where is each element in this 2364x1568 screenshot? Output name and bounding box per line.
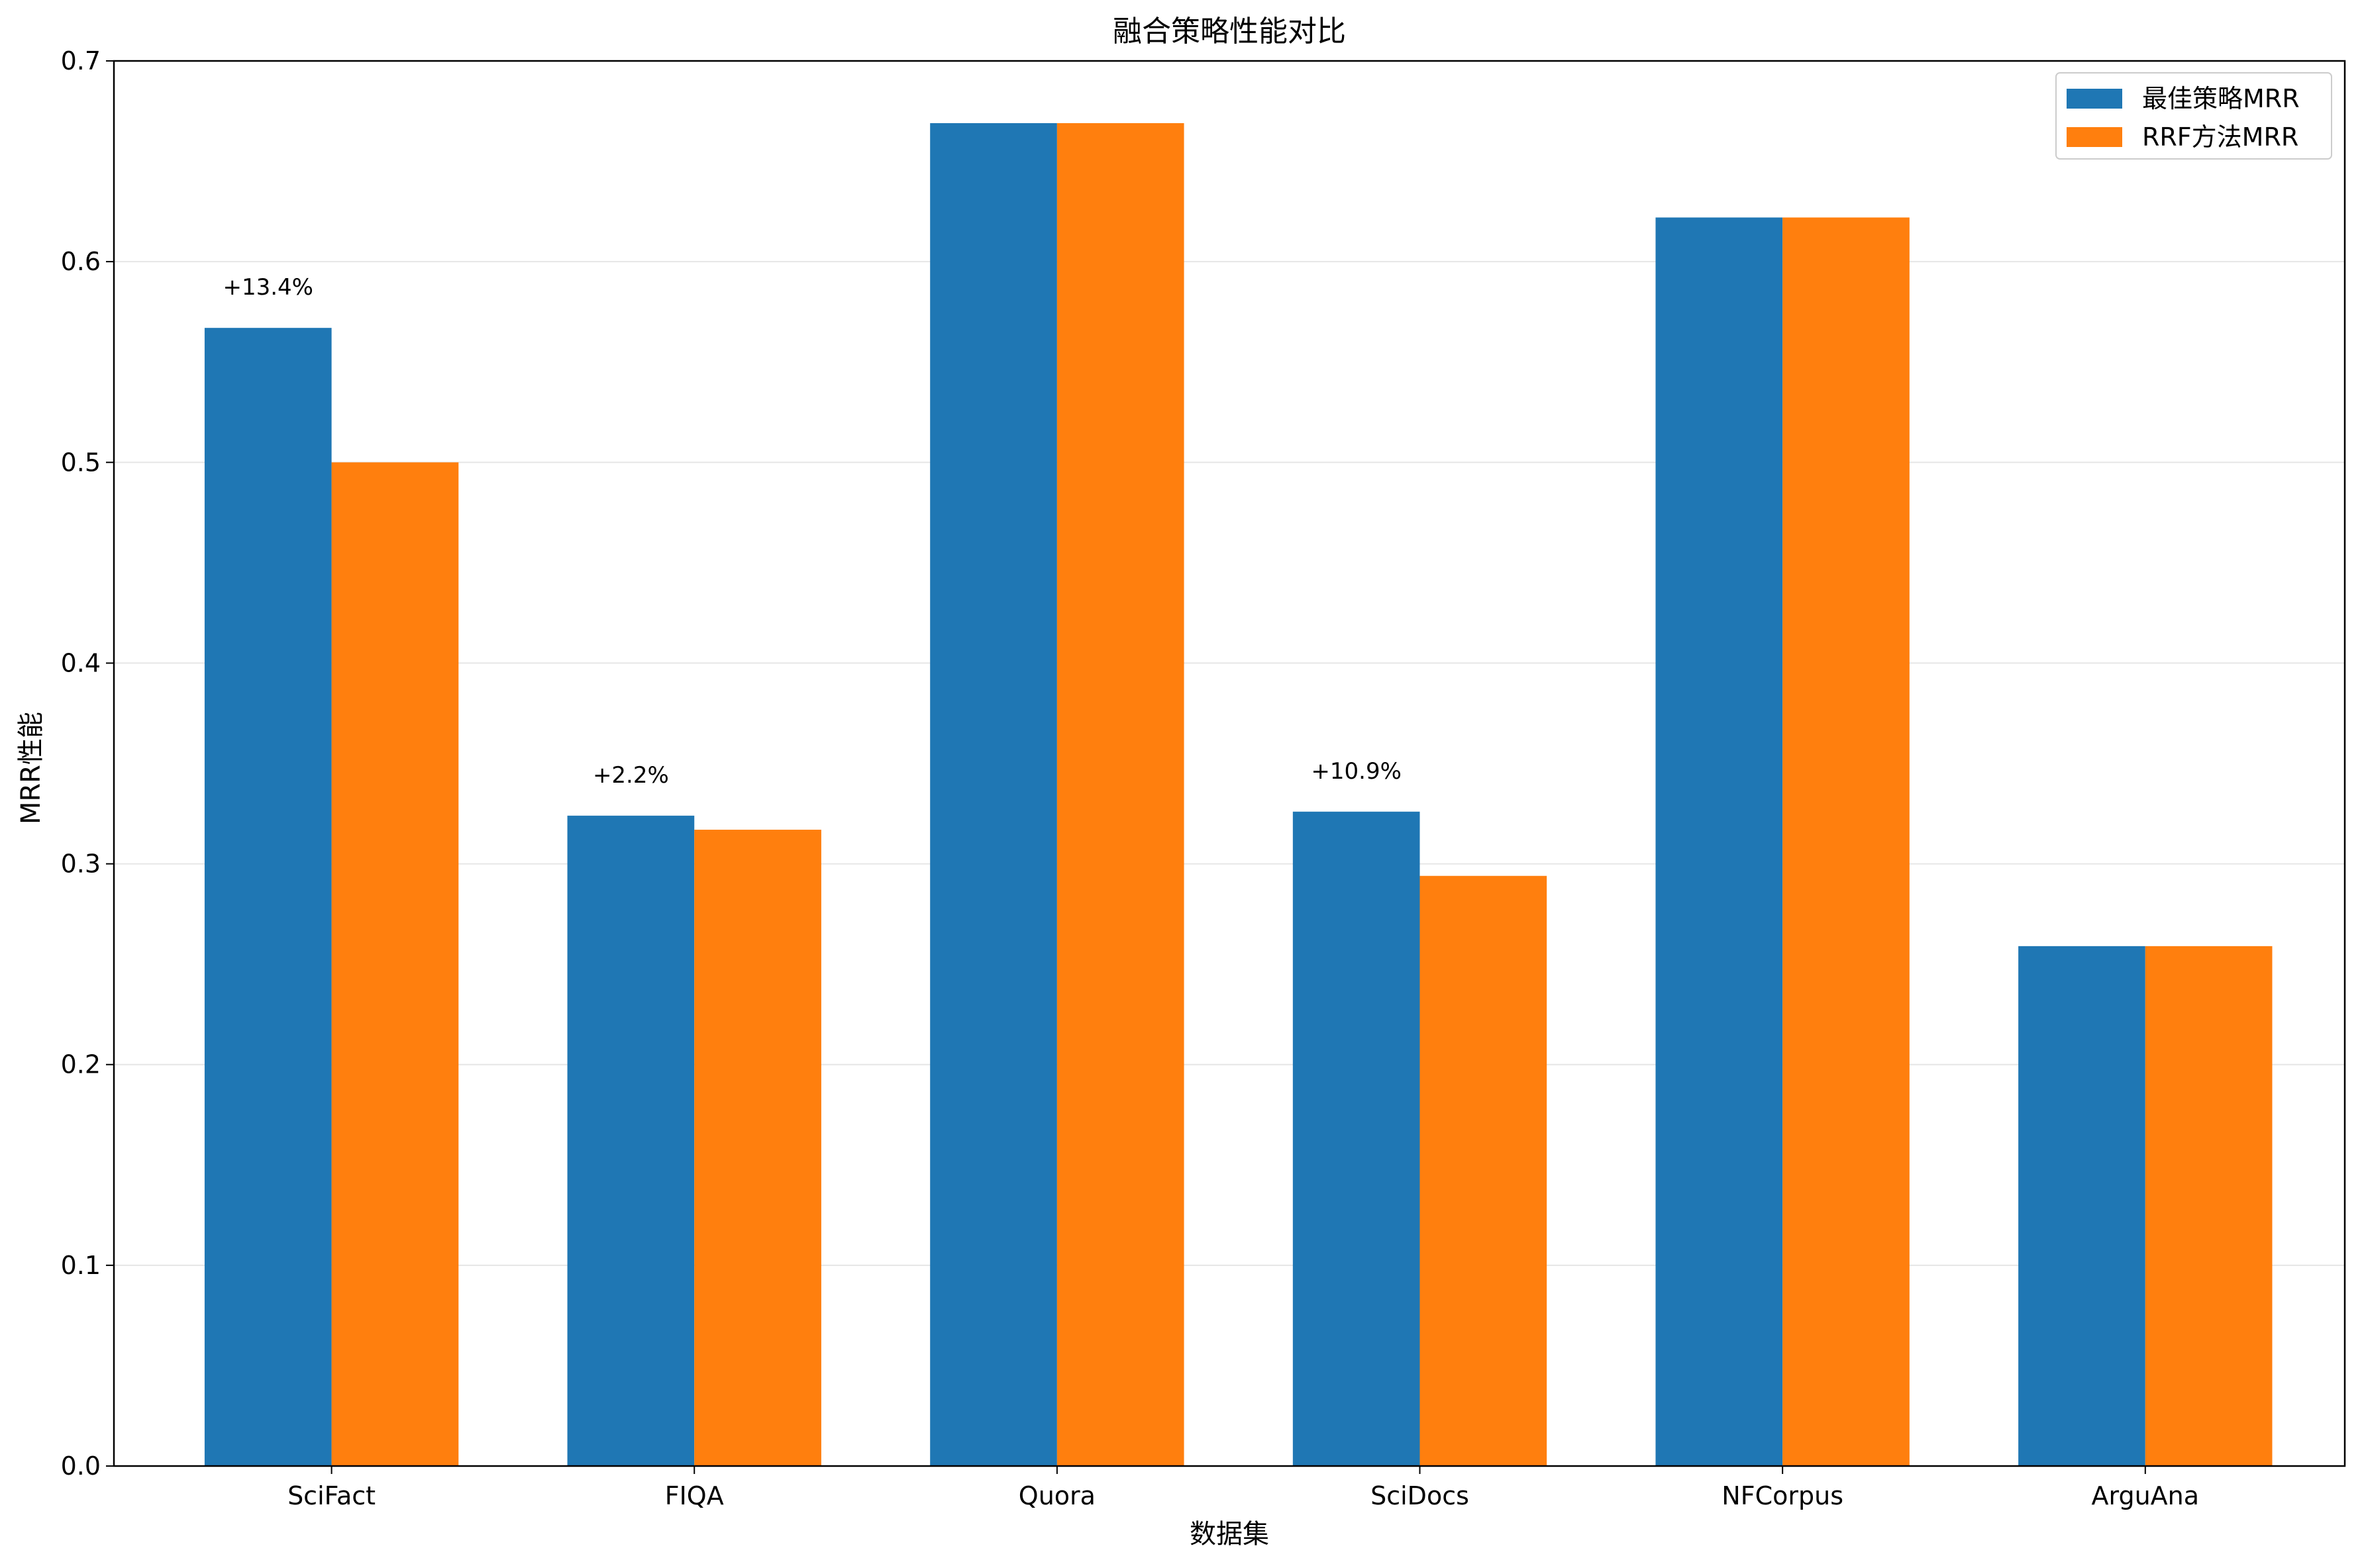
- legend-label-1: 最佳策略MRR: [2142, 84, 2300, 113]
- axes: [106, 60, 2346, 1474]
- legend: 最佳策略MRR RRF方法MRR: [2055, 72, 2332, 160]
- x-axis-label: 数据集: [1190, 1519, 1269, 1549]
- bar-scidocs-series-1: [1292, 811, 1420, 1466]
- legend-swatch-1: [2067, 89, 2122, 109]
- x-tick-label: ArguAna: [2092, 1481, 2200, 1510]
- tick-labels: 0.0 0.1 0.2 0.3 0.4 0.5 0.6 0.7 SciFact FIQA Quora…: [61, 46, 2199, 1510]
- bar-quora-series-2: [1056, 122, 1184, 1467]
- data-labels: +13.4% +2.2% +10.9%: [223, 274, 1401, 789]
- bar-nfcorpus-series-2: [1782, 217, 1910, 1466]
- y-tick-label: 0.4: [61, 648, 101, 677]
- bar-fiqa-series-1: [567, 815, 695, 1466]
- y-tick-label: 0.0: [61, 1451, 101, 1481]
- x-tick-label: FIQA: [665, 1481, 724, 1510]
- y-tick-label: 0.1: [61, 1251, 101, 1280]
- bars: [204, 122, 2273, 1467]
- y-tick-label: 0.2: [61, 1050, 101, 1079]
- y-tick-label: 0.6: [61, 247, 101, 276]
- x-tick-label: SciDocs: [1370, 1481, 1469, 1510]
- legend-swatch-2: [2067, 127, 2122, 147]
- improvement-label: +13.4%: [223, 274, 313, 301]
- y-tick-label: 0.5: [61, 448, 101, 477]
- bar-nfcorpus-series-1: [1655, 217, 1783, 1466]
- y-tick-label: 0.7: [61, 46, 101, 75]
- bar-fiqa-series-2: [694, 830, 821, 1466]
- bar-scifact-series-2: [331, 462, 459, 1467]
- legend-box: [2055, 72, 2332, 160]
- x-tick-label: Quora: [1019, 1481, 1096, 1510]
- y-tick-label: 0.3: [61, 850, 101, 879]
- improvement-label: +10.9%: [1311, 758, 1402, 785]
- chart-title: 融合策略性能对比: [1113, 15, 1346, 48]
- bar-arguana-series-2: [2145, 946, 2273, 1466]
- legend-label-2: RRF方法MRR: [2142, 122, 2298, 152]
- x-tick-label: SciFact: [287, 1481, 376, 1510]
- bar-quora-series-1: [930, 122, 1057, 1467]
- plot-frame: [113, 60, 2346, 1467]
- x-tick-label: NFCorpus: [1722, 1481, 1843, 1510]
- bar-arguana-series-1: [2018, 946, 2145, 1466]
- bar-scifact-series-1: [204, 328, 332, 1467]
- improvement-label: +2.2%: [593, 762, 669, 789]
- y-axis-label: MRR性能: [16, 712, 46, 824]
- bar-scidocs-series-2: [1419, 875, 1547, 1466]
